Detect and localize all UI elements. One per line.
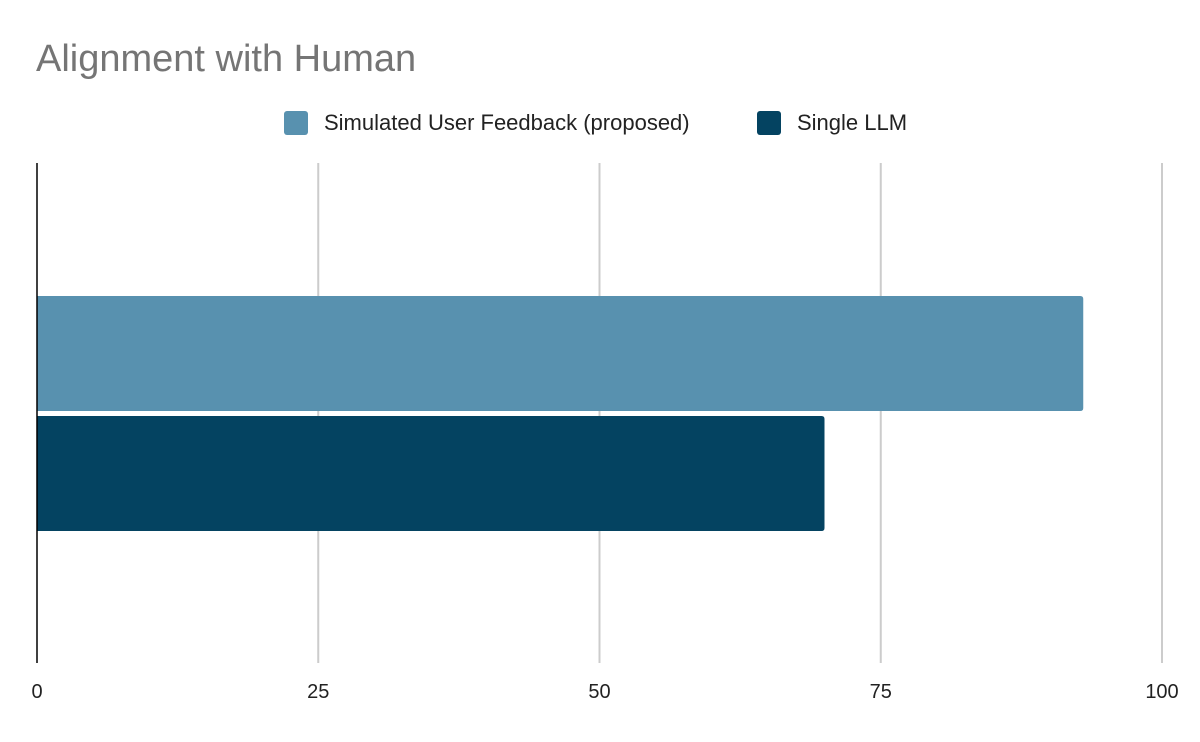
legend-label-single-llm: Single LLM [797, 110, 908, 135]
x-tick-label-100: 100 [1145, 681, 1178, 703]
x-tick-label-75: 75 [870, 681, 892, 703]
legend-swatch-single-llm [757, 111, 781, 135]
legend-item-simulated-user-feedback: Simulated User Feedback (proposed) [284, 110, 690, 136]
legend-item-single-llm: Single LLM [757, 110, 907, 136]
legend-label-simulated-user-feedback: Simulated User Feedback (proposed) [324, 110, 690, 135]
x-tick-label-0: 0 [31, 681, 42, 703]
legend-swatch-simulated-user-feedback [284, 111, 308, 135]
bar-simulated-user-feedback-proposed [37, 296, 1084, 411]
x-tick-label-25: 25 [307, 681, 329, 703]
bar-single-llm [37, 416, 825, 531]
chart-title: Alignment with Human [36, 38, 417, 80]
x-tick-label-50: 50 [588, 681, 610, 703]
chart-legend: Simulated User Feedback (proposed) Singl… [0, 110, 1200, 140]
